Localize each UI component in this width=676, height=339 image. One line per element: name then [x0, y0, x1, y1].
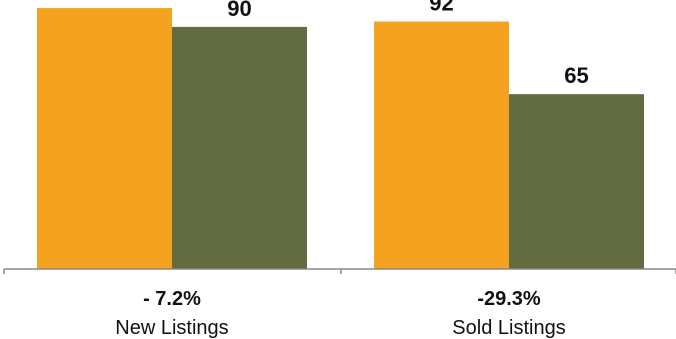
bar-sold-listings-series-2 [509, 94, 644, 270]
labels-layer: 97 90 92 65 [92, 0, 588, 88]
category-change-new-listings: - 7.2% [143, 288, 201, 310]
x-axis [3, 268, 676, 274]
bars-layer [37, 8, 644, 270]
category-change-sold-listings: -29.3% [477, 288, 541, 310]
category-labels: - 7.2% New Listings -29.3% Sold Listings [115, 288, 565, 339]
data-label-sold-listings-series-1: 92 [429, 0, 453, 16]
bar-new-listings-series-2 [172, 26, 307, 270]
data-label-new-listings-series-2: 90 [227, 0, 251, 21]
category-label-sold-listings: Sold Listings [452, 317, 565, 339]
bar-new-listings-series-1 [37, 8, 172, 269]
data-label-sold-listings-series-2: 65 [564, 63, 588, 88]
bar-sold-listings-series-1 [374, 21, 509, 269]
data-label-new-listings-series-1: 97 [92, 0, 116, 2]
category-label-new-listings: New Listings [115, 317, 228, 339]
